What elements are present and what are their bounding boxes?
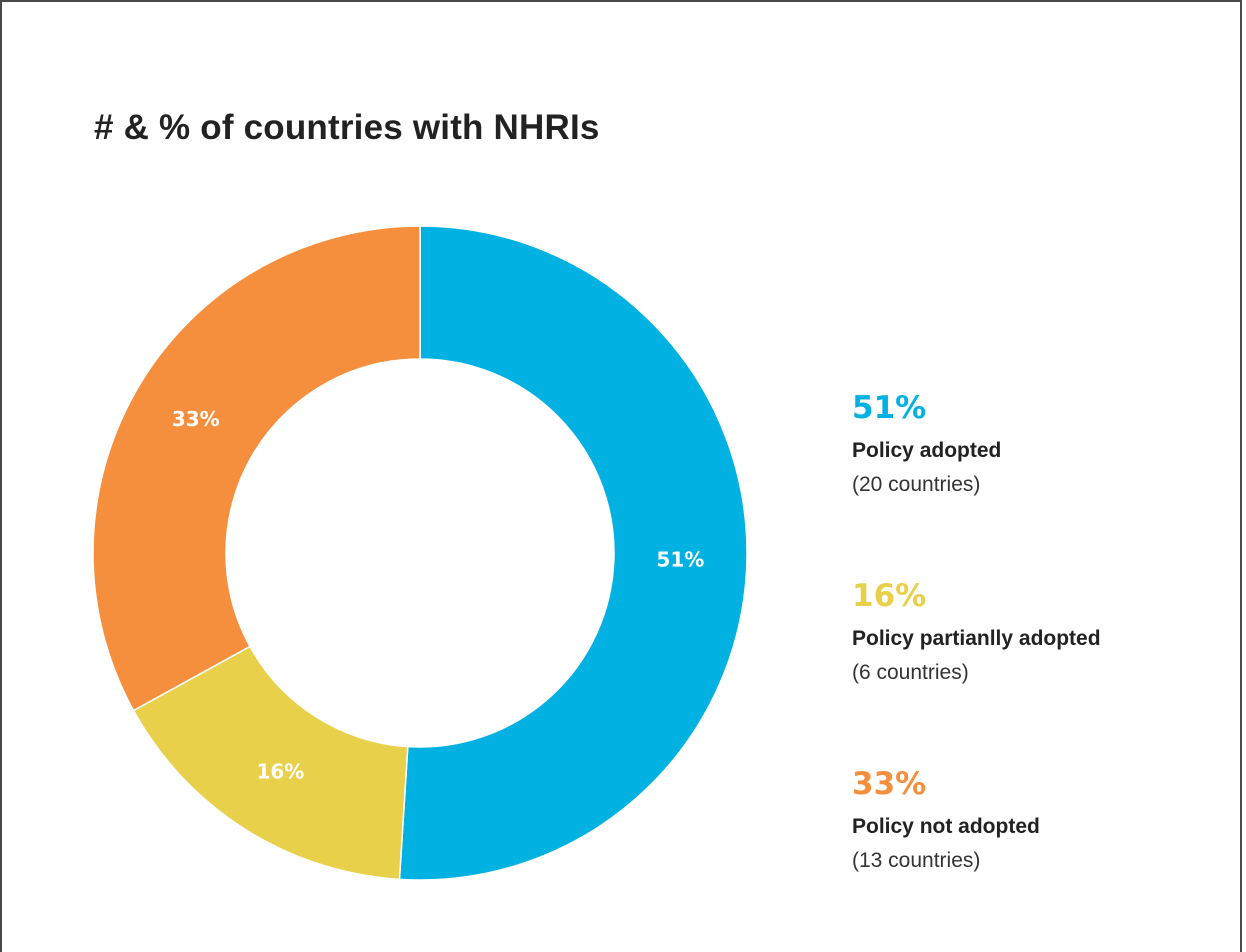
- slice-value-label: 16%: [256, 759, 304, 783]
- legend-percent: 33%: [852, 766, 927, 802]
- legend: 51% Policy adopted (20 countries) 16% Po…: [852, 388, 1232, 952]
- legend-item-partial: 16% Policy partianlly adopted (6 countri…: [852, 576, 1232, 764]
- legend-item-not-adopted: 33% Policy not adopted (13 countries): [852, 764, 1232, 952]
- legend-label: Policy adopted: [852, 439, 1002, 462]
- legend-percent: 16%: [852, 578, 927, 614]
- donut-slice-adopted: [398, 225, 748, 881]
- slice-value-label: 51%: [656, 548, 704, 572]
- chart-title: # & % of countries with NHRIs: [94, 108, 600, 147]
- legend-percent: 51%: [852, 390, 927, 426]
- donut-slice-not-adopted: [92, 225, 421, 712]
- legend-item-adopted: 51% Policy adopted (20 countries): [852, 388, 1232, 576]
- legend-count: (13 countries): [852, 849, 981, 872]
- legend-label: Policy partianlly adopted: [852, 627, 1101, 650]
- donut-slice-partial: [132, 645, 409, 881]
- legend-count: (6 countries): [852, 661, 969, 684]
- legend-count: (20 countries): [852, 473, 981, 496]
- slice-value-label: 33%: [172, 407, 220, 431]
- legend-label: Policy not adopted: [852, 815, 1040, 838]
